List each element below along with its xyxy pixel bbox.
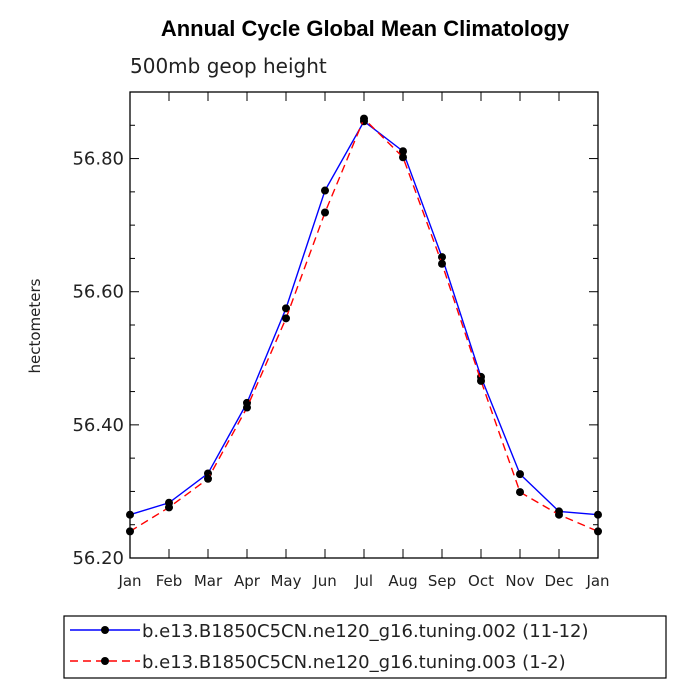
series-layer [126,114,602,536]
x-tick-label: Apr [234,572,261,590]
data-point-series-1 [126,510,134,519]
data-point-series-2 [165,503,173,512]
data-point-series-2 [126,527,134,536]
data-point-series-2 [555,510,563,519]
data-point-series-1 [282,304,290,313]
legend: b.e13.B1850C5CN.ne120_g16.tuning.002 (11… [63,615,667,679]
x-tick-label: Sep [428,572,456,590]
legend-label-series-1: b.e13.B1850C5CN.ne120_g16.tuning.002 (11… [142,621,589,642]
data-point-series-2 [321,208,329,217]
legend-box [63,615,667,679]
y-tick-label: 56.20 [72,548,124,569]
data-point-series-2 [594,527,602,536]
y-tick-label: 56.60 [72,282,124,303]
data-point-series-2 [282,314,290,323]
x-tick-label: Dec [544,572,573,590]
y-tick-label: 56.40 [72,415,124,436]
data-point-series-2 [399,153,407,162]
legend-marker-series-1 [101,626,109,634]
x-tick-label: Jan [585,572,609,590]
data-point-series-2 [360,114,368,123]
series-line-2 [129,117,599,533]
legend-label-series-2: b.e13.B1850C5CN.ne120_g16.tuning.003 (1-… [142,652,566,673]
x-tick-label: Oct [468,572,494,590]
x-tick-label: Feb [156,572,183,590]
x-tick-label: Mar [194,572,223,590]
data-point-series-2 [438,259,446,268]
data-point-series-1 [321,186,329,195]
legend-marker-series-2 [101,657,109,665]
chart-subtitle: 500mb geop height [130,54,327,78]
data-point-series-2 [204,474,212,483]
x-tick-label: Jul [354,572,373,590]
data-point-series-2 [477,376,485,385]
data-point-series-1 [399,147,407,156]
x-tick-label: Nov [505,572,534,590]
axis-ticks: 56.20 56.40 56.60 56.80 Jan Feb Mar Apr May Jun Ju… [72,91,610,590]
plot-frame [129,91,599,559]
x-tick-label: May [270,572,301,590]
chart-title: Annual Cycle Global Mean Climatology [161,16,570,41]
x-tick-label: Jan [117,572,141,590]
data-point-series-2 [516,488,524,497]
data-point-series-1 [516,470,524,479]
y-axis-label: hectometers [26,278,44,373]
data-point-series-2 [243,403,251,412]
data-point-series-1 [594,510,602,519]
x-tick-label: Jun [312,572,336,590]
y-tick-label: 56.80 [72,149,124,170]
x-tick-label: Aug [388,572,417,590]
series-line-1 [129,120,599,516]
